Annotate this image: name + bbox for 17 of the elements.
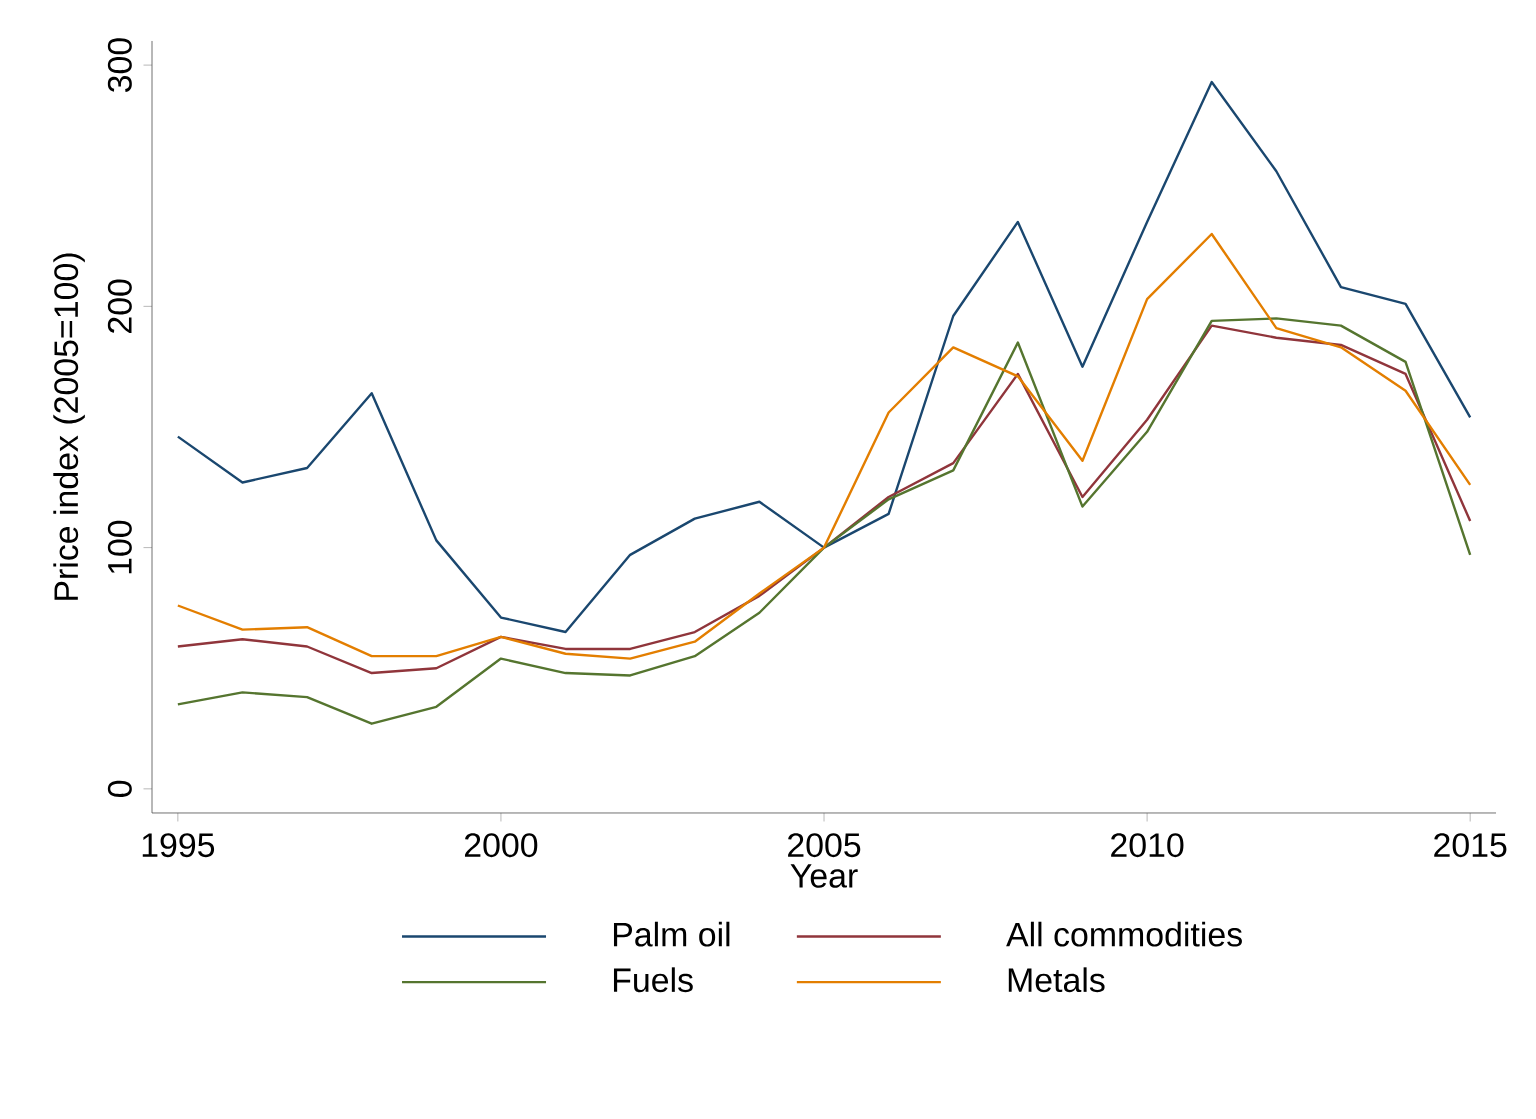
legend-label: Palm oil	[613, 921, 730, 947]
x-tick-label: 2000	[464, 833, 538, 858]
legend-label: All commodities	[1006, 921, 1242, 947]
x-axis-title: Year	[790, 864, 858, 888]
line-series	[176, 80, 1472, 634]
x-tick-label: 2010	[1111, 833, 1184, 858]
y-axis-title: Price index (2005=100)	[53, 253, 85, 600]
y-tick-label: 0	[107, 780, 132, 797]
line-series	[176, 232, 1472, 660]
legend-label: Fuels	[613, 967, 693, 993]
x-tick-label: 2015	[1434, 833, 1507, 858]
y-tick-label: 200	[107, 279, 132, 333]
x-tick-label: 2005	[788, 833, 861, 858]
legend-label: Metals	[1008, 967, 1105, 993]
x-tick-label: 1995	[142, 833, 215, 858]
y-tick-label: 100	[107, 520, 132, 574]
y-tick-label: 300	[107, 38, 132, 93]
